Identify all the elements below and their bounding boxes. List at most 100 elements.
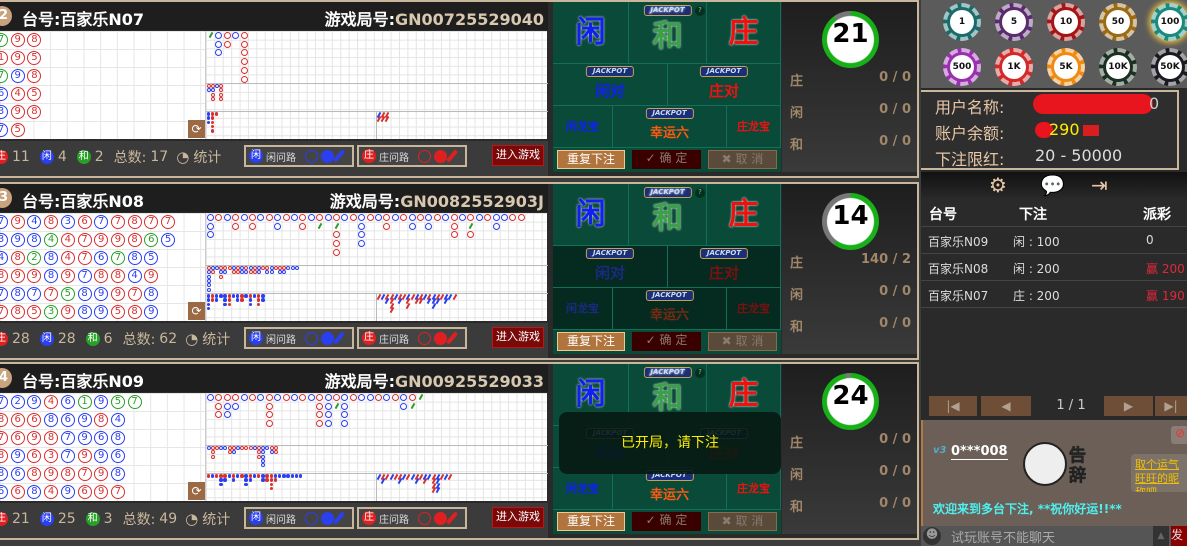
repeat-bet-button[interactable]: 重复下注 bbox=[557, 512, 625, 531]
confirm-button[interactable]: ✓ 确 定 bbox=[632, 332, 701, 351]
cancel-button[interactable]: ✖ 取 消 bbox=[708, 332, 777, 351]
round-value: GN00725529040 bbox=[395, 10, 544, 29]
prev-page-button[interactable]: ◀ bbox=[981, 396, 1031, 416]
chip-100[interactable]: 100 bbox=[1151, 3, 1187, 41]
player-count: 28 bbox=[57, 331, 76, 347]
bet-tie[interactable]: JACKPOT 和 bbox=[629, 184, 707, 246]
banker-count-icon: 庄 bbox=[0, 512, 8, 526]
bet-lucky-six[interactable]: JACKPOT 幸运六 bbox=[613, 106, 727, 148]
bead-player: 8 bbox=[27, 233, 42, 247]
small-road-dot bbox=[294, 474, 299, 478]
enter-game-button[interactable]: 进入游戏 bbox=[492, 145, 544, 166]
big-road-player bbox=[274, 214, 282, 221]
switch-road-icon[interactable]: ⟳ bbox=[188, 120, 205, 138]
cancel-button[interactable]: ✖ 取 消 bbox=[708, 150, 777, 169]
bead-player: 7 bbox=[77, 269, 92, 283]
enter-game-button[interactable]: 进入游戏 bbox=[492, 327, 544, 348]
bet-banker[interactable]: 庄 bbox=[707, 2, 781, 64]
bet-banker-pair[interactable]: JACKPOT 庄对 bbox=[668, 64, 781, 106]
scroll-up-button[interactable]: ▲ bbox=[1153, 526, 1169, 546]
bead-player: 6 bbox=[0, 485, 8, 499]
nickname-tip[interactable]: 取个运气旺旺的昵称吧 bbox=[1131, 454, 1187, 492]
switch-road-icon[interactable]: ⟳ bbox=[188, 482, 205, 500]
repeat-bet-button[interactable]: 重复下注 bbox=[557, 150, 625, 169]
bet-lucky-six[interactable]: JACKPOT 幸运六 bbox=[613, 288, 727, 330]
chat-mute-icon[interactable]: ⊘ bbox=[1171, 426, 1187, 444]
confirm-button[interactable]: ✓ 确 定 bbox=[632, 512, 701, 531]
help-icon[interactable]: ? bbox=[695, 188, 705, 198]
player-ask-road-button[interactable]: 闲 闲问路 bbox=[244, 507, 354, 529]
chip-10K[interactable]: 10K bbox=[1099, 48, 1137, 86]
bet-banker-dragon[interactable]: 庄龙宝 bbox=[727, 468, 781, 510]
help-icon[interactable]: ? bbox=[695, 6, 705, 16]
bead-player: 7 bbox=[0, 215, 8, 229]
chip-1K[interactable]: 1K bbox=[995, 48, 1033, 86]
emoji-icon[interactable]: ☻ bbox=[923, 527, 941, 545]
banker-ask-road-button[interactable]: 庄 庄问路 bbox=[357, 507, 467, 529]
switch-road-icon[interactable]: ⟳ bbox=[188, 302, 205, 320]
settings-gear-icon[interactable]: ⚙ bbox=[989, 173, 1007, 197]
small-road-dot bbox=[244, 294, 248, 298]
stats-link[interactable]: 统计 bbox=[202, 332, 231, 348]
big-eye-mark bbox=[282, 270, 287, 275]
player-ask-road-button[interactable]: 闲 闲问路 bbox=[244, 145, 354, 167]
small-road-dot bbox=[206, 112, 210, 116]
last-page-button[interactable]: ▶| bbox=[1155, 396, 1187, 416]
big-road-player bbox=[341, 420, 349, 428]
bet-banker-dragon[interactable]: 庄龙宝 bbox=[727, 106, 781, 148]
chat-input[interactable]: ☻ 试玩账号不能聊天 ▲ 发 bbox=[921, 526, 1187, 546]
bead-banker: 9 bbox=[94, 467, 109, 481]
bet-player-dragon[interactable]: 闲龙宝 bbox=[553, 468, 613, 510]
bet-banker-dragon[interactable]: 庄龙宝 bbox=[727, 288, 781, 330]
bet-player[interactable]: 闲 bbox=[553, 184, 629, 246]
bet-player-dragon[interactable]: 闲龙宝 bbox=[553, 288, 613, 330]
bet-player-dragon[interactable]: 闲龙宝 bbox=[553, 106, 613, 148]
pie-chart-icon[interactable]: ◔ bbox=[185, 330, 199, 348]
big-road-player bbox=[408, 222, 416, 230]
small-road-dot bbox=[223, 302, 227, 307]
repeat-bet-button[interactable]: 重复下注 bbox=[557, 332, 625, 351]
banker-count: 21 bbox=[12, 511, 30, 527]
chat-bubble-icon[interactable]: 💬 bbox=[1040, 173, 1065, 197]
chat-username[interactable]: 0***008 bbox=[951, 444, 1008, 460]
stats-link[interactable]: 统计 bbox=[193, 150, 222, 166]
banker-ask-road-button[interactable]: 庄 庄问路 bbox=[357, 327, 467, 349]
big-road-player bbox=[358, 231, 366, 239]
small-road-dot bbox=[210, 294, 215, 298]
stats-link[interactable]: 统计 bbox=[202, 512, 231, 528]
big-road-banker bbox=[223, 40, 231, 48]
chip-1[interactable]: 1 bbox=[943, 3, 981, 41]
bet-player[interactable]: 闲 bbox=[553, 2, 629, 64]
chip-5K[interactable]: 5K bbox=[1047, 48, 1085, 86]
bet-lucky-six[interactable]: JACKPOT 幸运六 bbox=[613, 468, 727, 510]
bet-banker[interactable]: 庄 bbox=[707, 184, 781, 246]
enter-game-button[interactable]: 进入游戏 bbox=[492, 507, 544, 528]
chip-50[interactable]: 50 bbox=[1099, 3, 1137, 41]
cancel-button[interactable]: ✖ 取 消 bbox=[708, 512, 777, 531]
player-ask-road-button[interactable]: 闲 闲问路 bbox=[244, 327, 354, 349]
solid-circle-icon bbox=[321, 149, 334, 163]
bet-banker-pair[interactable]: JACKPOT 庄对 bbox=[668, 246, 781, 288]
bet-player[interactable]: 闲 bbox=[553, 364, 629, 426]
bet-player-pair[interactable]: JACKPOT 闲对 bbox=[553, 64, 668, 106]
logout-icon[interactable]: ⇥ bbox=[1091, 173, 1108, 197]
first-page-button[interactable]: |◀ bbox=[929, 396, 977, 416]
send-button[interactable]: 发 bbox=[1171, 526, 1187, 546]
confirm-button[interactable]: ✓ 确 定 bbox=[632, 150, 701, 169]
chip-10[interactable]: 10 bbox=[1047, 3, 1085, 41]
bet-tie[interactable]: JACKPOT 和 bbox=[629, 364, 707, 426]
chip-5[interactable]: 5 bbox=[995, 3, 1033, 41]
header-bet: 下注 bbox=[1019, 207, 1047, 223]
pie-chart-icon[interactable]: ◔ bbox=[185, 510, 199, 528]
bead-player: 8 bbox=[77, 305, 92, 319]
chip-50K[interactable]: 50K bbox=[1151, 48, 1187, 86]
banker-ask-road-button[interactable]: 庄 庄问路 bbox=[357, 145, 467, 167]
next-page-button[interactable]: ▶ bbox=[1104, 396, 1153, 416]
pie-chart-icon[interactable]: ◔ bbox=[176, 148, 190, 166]
bet-player-pair[interactable]: JACKPOT 闲对 bbox=[553, 246, 668, 288]
bet-tie[interactable]: JACKPOT 和 bbox=[629, 2, 707, 64]
small-road-dot bbox=[223, 298, 227, 302]
help-icon[interactable]: ? bbox=[695, 368, 705, 378]
chip-500[interactable]: 500 bbox=[943, 48, 981, 86]
